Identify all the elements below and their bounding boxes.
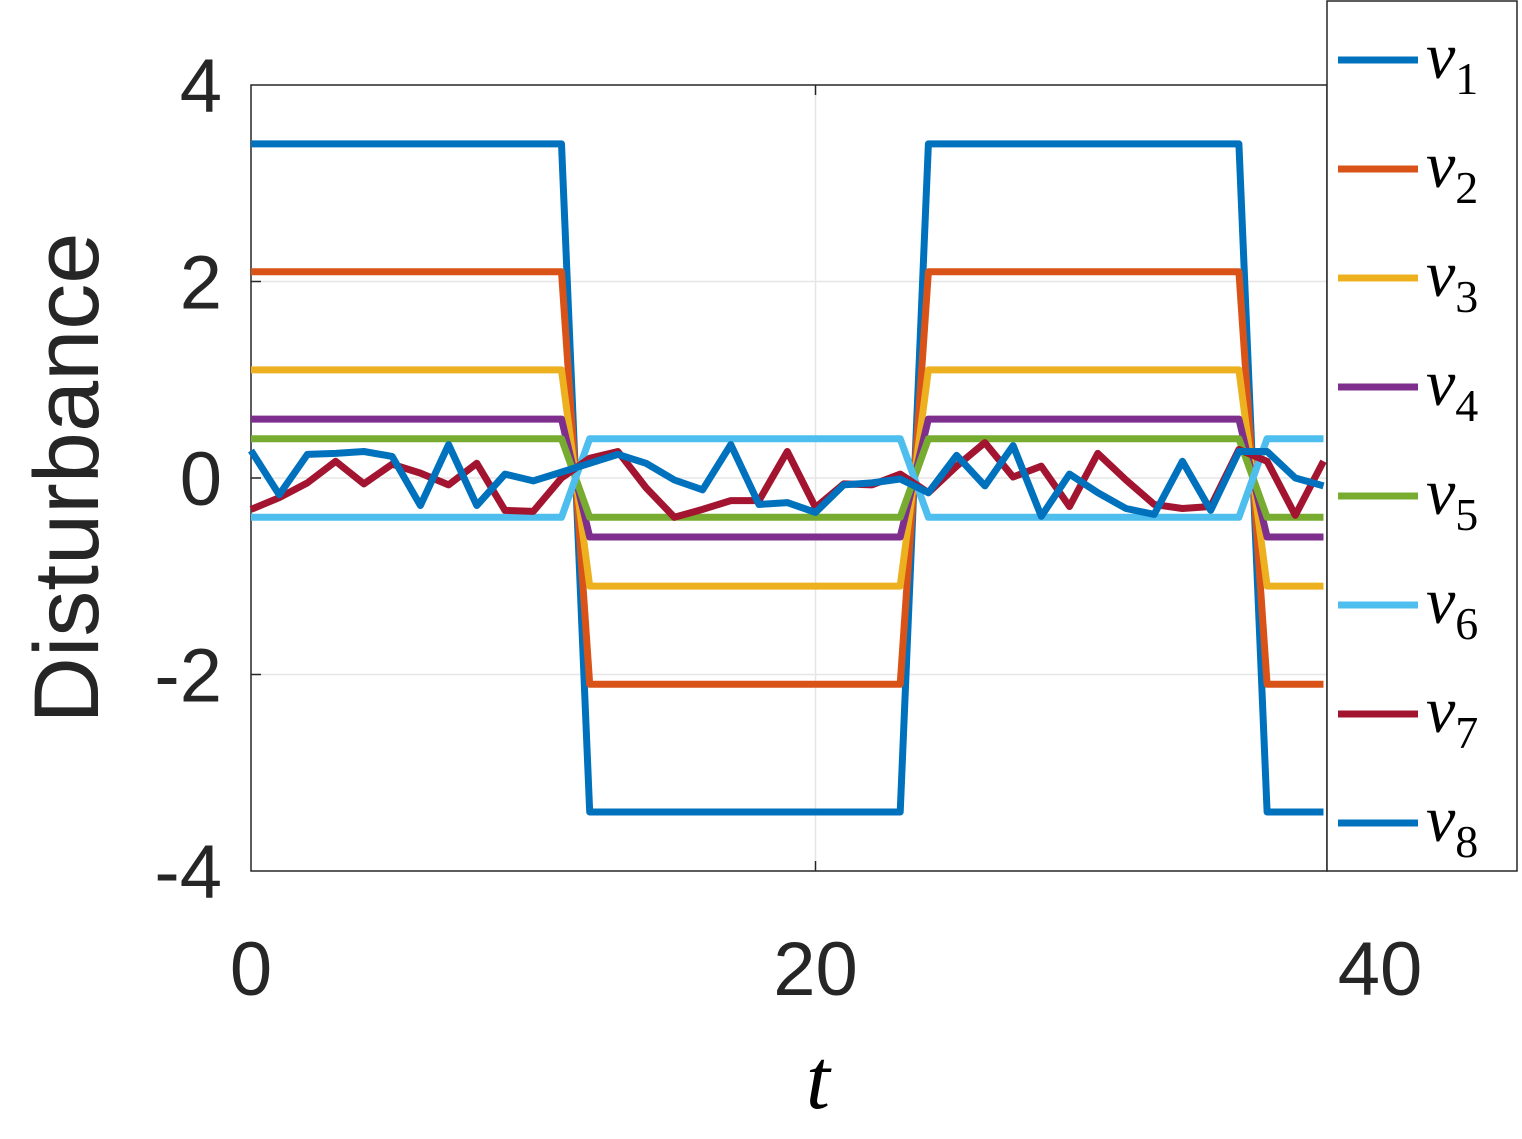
grid-lines (251, 85, 1327, 871)
legend-entry-v5: v5 (1338, 456, 1478, 540)
legend-label: v6 (1426, 565, 1478, 649)
legend: v1 v2 v3 v4 v5 v6 v7 v8 (1326, 0, 1518, 872)
y-tick-label: 0 (180, 437, 222, 522)
series-line-v3 (251, 366, 1324, 590)
legend-entry-v6: v6 (1338, 565, 1478, 649)
legend-entry-v1: v1 (1338, 20, 1478, 104)
legend-box (1326, 0, 1518, 872)
x-tick-label: 20 (773, 927, 858, 1012)
legend-label: v5 (1426, 456, 1478, 540)
axis-ticks (251, 85, 817, 871)
legend-entry-v4: v4 (1338, 347, 1478, 431)
legend-entry-v7: v7 (1338, 674, 1478, 758)
y-tick-label: 2 (180, 241, 222, 326)
y-tick-label: -2 (154, 634, 222, 719)
y-tick-label: 4 (180, 44, 222, 129)
legend-label: v4 (1426, 347, 1478, 431)
x-axis-label: t (806, 1031, 832, 1127)
legend-entry-v2: v2 (1338, 129, 1478, 213)
series-line-v4 (251, 415, 1324, 541)
y-axis-label: Disturbance (16, 233, 118, 724)
x-tick-label: 0 (230, 927, 272, 1012)
series-line-v8 (248, 441, 1325, 520)
legend-label: v1 (1426, 20, 1478, 104)
legend-label: v8 (1426, 783, 1478, 867)
legend-label: v7 (1426, 674, 1478, 758)
series-line-v1 (251, 140, 1324, 816)
series-lines (248, 140, 1327, 816)
x-tick-label: 40 (1338, 927, 1423, 1012)
legend-entry-v3: v3 (1338, 238, 1478, 322)
y-tick-label: -4 (154, 830, 222, 915)
series-line-v2 (251, 268, 1324, 688)
legend-label: v2 (1426, 129, 1478, 213)
legend-label: v3 (1426, 238, 1478, 322)
legend-entry-v8: v8 (1338, 783, 1478, 867)
series-line-v5 (251, 435, 1324, 521)
series-line-v6 (251, 435, 1324, 521)
tick-labels: 0 20 40 -4 -2 0 2 4 (154, 44, 1422, 1012)
